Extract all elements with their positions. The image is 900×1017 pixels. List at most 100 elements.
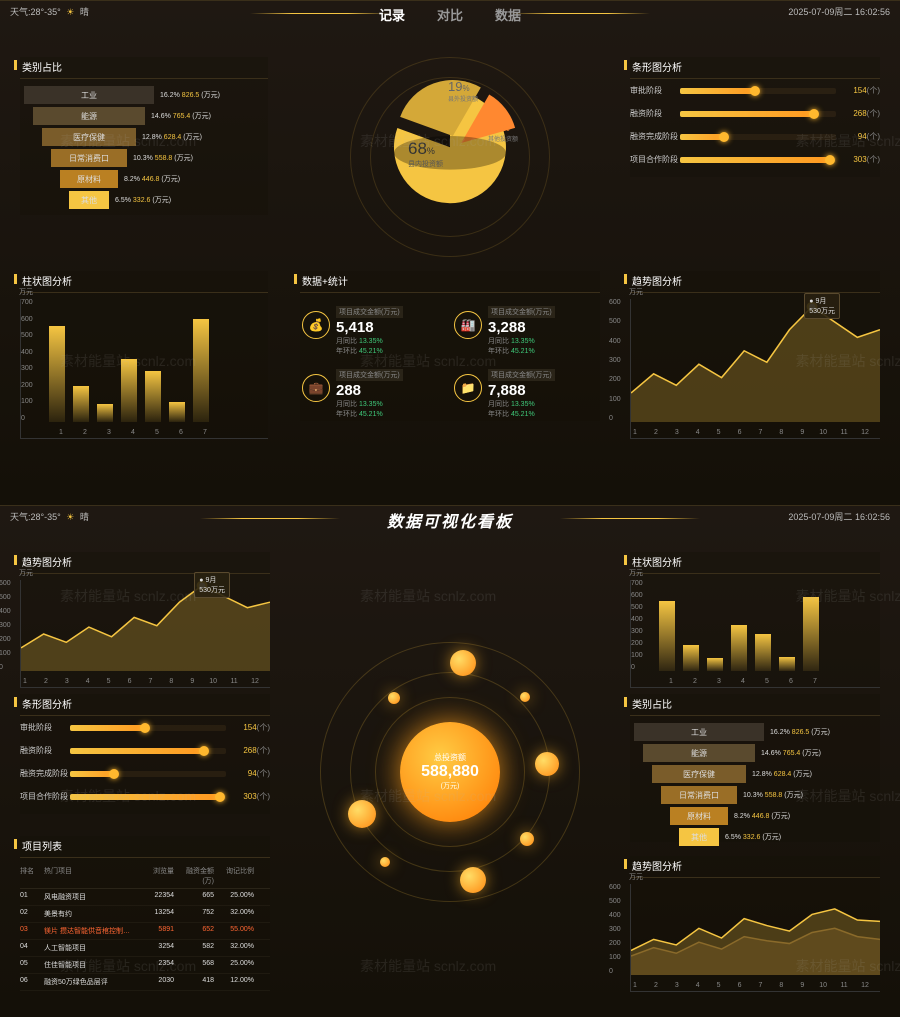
date: 2025-07-09周二 <box>788 7 852 17</box>
stat-icon: 💼 <box>302 374 330 402</box>
nav-tabs: 记录 对比 数据 <box>373 3 527 26</box>
vbar <box>779 657 795 671</box>
vbar-chart: 万元01002003004005006007001234567 <box>630 580 880 688</box>
panel-hbars: 条形图分析 审批阶段154(个)融资阶段268(个)融资完成阶段94(个)项目合… <box>630 57 880 177</box>
area-chart: 万元0100200300400500600123456789101112● 9月… <box>20 580 270 688</box>
funnel-row: 日常消费口10.3% 558.8 (万元) <box>630 785 850 805</box>
tab-data[interactable]: 数据 <box>489 3 527 26</box>
center-orb[interactable]: 总投资额 588,880 (万元) <box>400 722 500 822</box>
orbit-planet[interactable] <box>348 800 376 828</box>
funnel-row: 日常消费口10.3% 558.8 (万元) <box>20 148 240 168</box>
vbar <box>755 634 771 671</box>
dashboard-bottom: 天气:28°-35° ☀ 晴 2025-07-09周二 16:02:56 数据可… <box>0 505 900 1017</box>
vbar <box>731 625 747 671</box>
funnel-row: 工业16.2% 826.5 (万元) <box>20 85 240 105</box>
panel-title: 数据+统计 <box>300 271 600 293</box>
panel-area-left: 趋势图分析 万元01002003004005006001234567891011… <box>20 552 270 688</box>
panel-vbars: 柱状图分析 万元 01002003004005006007001234567 <box>20 271 268 439</box>
table-row[interactable]: 01风电融资项目2235466525.00% <box>20 889 270 906</box>
panel-area: 趋势图分析 万元 0100200300400500600123456789101… <box>630 271 880 439</box>
table-row[interactable]: 05住佳智能项目235456825.00% <box>20 957 270 974</box>
panel-stats: 数据+统计 💰项目成交金额(万元)5,418月同比 13.35%年环比 45.2… <box>300 271 600 421</box>
orbit-planet[interactable] <box>380 857 390 867</box>
orbit-planet[interactable] <box>450 650 476 676</box>
funnel-bar: 医疗保健 <box>42 128 136 146</box>
vbar <box>707 658 723 671</box>
orbit-planet[interactable] <box>535 752 559 776</box>
panel-title: 柱状图分析 <box>630 552 880 574</box>
table-row[interactable]: 02美景有约1325475232.00% <box>20 906 270 923</box>
funnel-row: 其他6.5% 332.6 (万元) <box>20 190 240 210</box>
orbit-planet[interactable] <box>520 692 530 702</box>
vbar <box>683 645 699 671</box>
table-row[interactable]: 06融资50万绿色品层评203041812.00% <box>20 974 270 991</box>
funnel-bar: 能源 <box>33 107 145 125</box>
funnel-bar: 其他 <box>69 191 109 209</box>
stat-cell: 💼项目成交金额(万元)288月同比 13.35%年环比 45.21% <box>300 362 448 421</box>
panel-title: 趋势图分析 <box>630 271 880 293</box>
stat-cell: 💰项目成交金额(万元)5,418月同比 13.35%年环比 45.21% <box>300 299 448 358</box>
weather-label: 天气: <box>10 7 31 17</box>
panel-vbars-right: 柱状图分析 万元01002003004005006007001234567 <box>630 552 880 688</box>
vbar <box>97 404 113 422</box>
funnel-bar: 原材料 <box>670 807 728 825</box>
panel-title: 柱状图分析 <box>20 271 268 293</box>
dashboard-title: 数据可视化看板 <box>387 508 513 532</box>
funnel-bar: 工业 <box>24 86 154 104</box>
weather-cond: 晴 <box>80 7 89 17</box>
orbit-planet[interactable] <box>460 867 486 893</box>
funnel-row: 医疗保健12.8% 628.4 (万元) <box>630 764 850 784</box>
hbar-row: 融资完成阶段94(个) <box>20 768 270 779</box>
watermark: 素材能量站 scnlz.com <box>360 956 496 976</box>
tab-record[interactable]: 记录 <box>373 3 411 26</box>
vbar <box>803 597 819 671</box>
pie-main-pct: 68% <box>408 139 435 158</box>
stat-icon: 🏭 <box>454 311 482 339</box>
vbar <box>659 601 675 671</box>
table-header: 排名热门项目浏览量融资金额 (万)询记比例 <box>20 864 270 889</box>
panel-title: 趋势图分析 <box>20 552 270 574</box>
vbar <box>49 326 65 422</box>
hbar-row: 项目合作阶段303(个) <box>630 154 880 165</box>
tab-compare[interactable]: 对比 <box>431 3 469 26</box>
stat-icon: 📁 <box>454 374 482 402</box>
area-chart: 万元0100200300400500600123456789101112 <box>630 884 880 992</box>
panel-area-right: 趋势图分析 万元01002003004005006001234567891011… <box>630 856 880 992</box>
watermark: 素材能量站 scnlz.com <box>360 586 496 606</box>
stat-icon: 💰 <box>302 311 330 339</box>
dashboard-top: 天气:28°-35° ☀ 晴 2025-07-09周二 16:02:56 记录 … <box>0 0 900 505</box>
table-row[interactable]: 03镁片 攒达智能供音棺控制…589165255.00% <box>20 923 270 940</box>
funnel-chart: 工业16.2% 826.5 (万元)能源14.6% 765.4 (万元) 医疗保健… <box>20 85 240 215</box>
hbar-row: 审批阶段154(个) <box>630 85 880 96</box>
vbar-chart: 万元 01002003004005006007001234567 <box>20 299 268 439</box>
funnel-bar: 其他 <box>679 828 719 846</box>
panel-title: 条形图分析 <box>630 57 880 79</box>
orbit-planet[interactable] <box>520 832 534 846</box>
panel-title: 项目列表 <box>20 836 270 858</box>
orbit-visualization: 总投资额 588,880 (万元) ¥数据对比记录 <box>310 632 590 912</box>
vbar <box>121 359 137 422</box>
funnel-bar: 能源 <box>643 744 755 762</box>
funnel-row: 能源14.6% 765.4 (万元) <box>20 106 240 126</box>
chart-tooltip: ● 9月530万元 <box>804 293 840 319</box>
funnel-bar: 原材料 <box>60 170 118 188</box>
table-row[interactable]: 04人工智能项目325458232.00% <box>20 940 270 957</box>
orbit-planet[interactable] <box>388 692 400 704</box>
stat-cell: 🏭项目成交金额(万元)3,288月同比 13.35%年环比 45.21% <box>452 299 600 358</box>
funnel-bar: 工业 <box>634 723 764 741</box>
panel-hbars-left: 条形图分析 审批阶段154(个)融资阶段268(个)融资完成阶段94(个)项目合… <box>20 694 270 814</box>
vbar <box>169 402 185 422</box>
funnel-bar: 日常消费口 <box>661 786 737 804</box>
time: 16:02:56 <box>855 7 890 17</box>
panel-funnel: 类别占比 工业16.2% 826.5 (万元)能源14.6% 765.4 (万元… <box>20 57 268 215</box>
panel-title: 类别占比 <box>630 694 880 716</box>
funnel-bar: 医疗保健 <box>652 765 746 783</box>
hbar-row: 融资完成阶段94(个) <box>630 131 880 142</box>
stat-cell: 📁项目成交金额(万元)7,888月同比 13.35%年环比 45.21% <box>452 362 600 421</box>
hbar-row: 项目合作阶段303(个) <box>20 791 270 802</box>
sun-icon: ☀ <box>66 7 74 17</box>
pie-chart: 68%县内投资额 19%县外投资额 13%其他投资额 <box>320 57 580 257</box>
vbar <box>73 386 89 422</box>
funnel-row: 能源14.6% 765.4 (万元) <box>630 743 850 763</box>
funnel-row: 其他6.5% 332.6 (万元) <box>630 827 850 847</box>
